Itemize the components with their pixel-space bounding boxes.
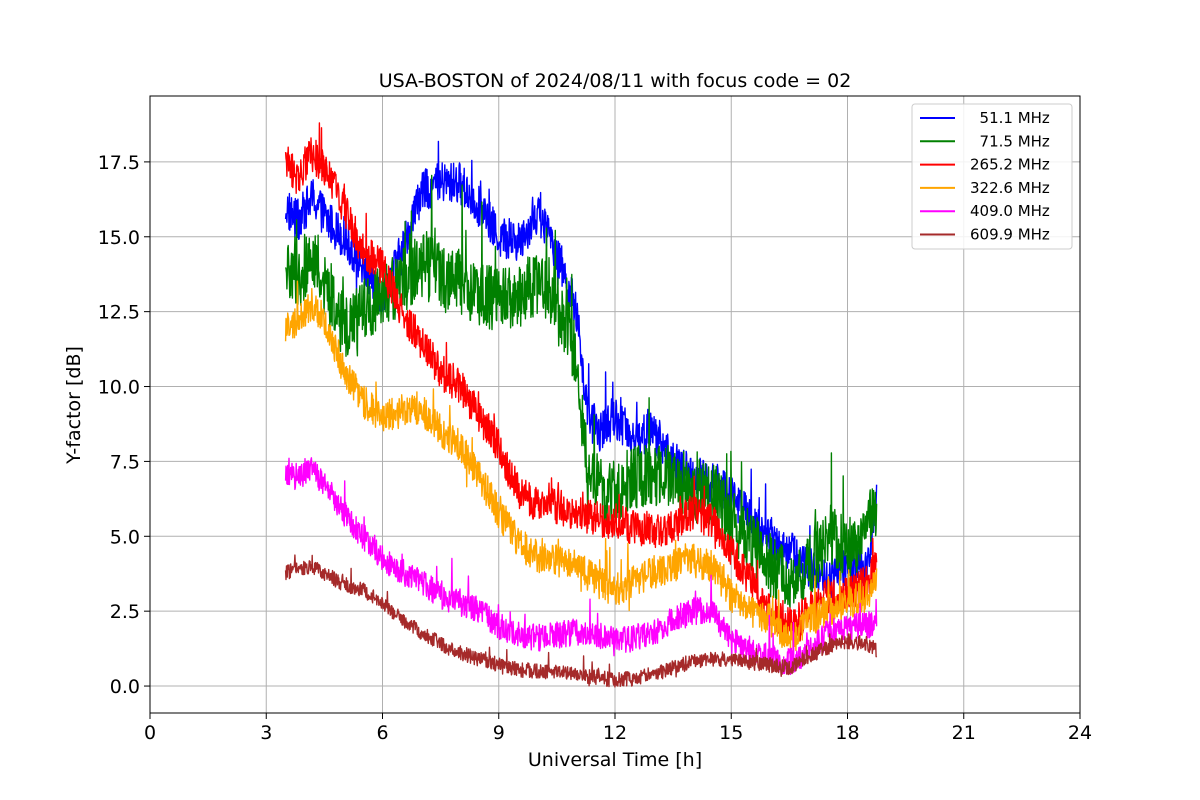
series-line (284, 280, 878, 653)
x-tick-label: 21 (952, 722, 976, 744)
x-tick-label: 24 (1068, 722, 1092, 744)
y-axis: 0.0 2.5 5.0 7.5 10.0 12.5 15.0 17.5 (98, 152, 150, 698)
series-line (284, 457, 878, 676)
y-axis-label: Y-factor [dB] (63, 346, 85, 465)
legend-label: 609.9 MHz (970, 226, 1050, 244)
legend-box (911, 103, 1073, 250)
x-tick-label: 3 (260, 722, 272, 744)
legend-label: 409.0 MHz (970, 202, 1050, 220)
y-tick-label: 5.0 (110, 526, 140, 548)
chart-title: USA-BOSTON of 2024/08/11 with focus code… (379, 70, 852, 92)
y-tick-label: 17.5 (98, 152, 140, 174)
y-tick-label: 15.0 (98, 227, 140, 249)
x-axis-label: Universal Time [h] (528, 749, 702, 771)
legend-label: 322.6 MHz (970, 179, 1050, 197)
x-axis: 0 3 6 9 12 15 18 21 24 (144, 713, 1092, 744)
x-tick-label: 9 (493, 722, 505, 744)
x-tick-label: 6 (376, 722, 388, 744)
y-tick-label: 10.0 (98, 377, 140, 399)
y-tick-label: 2.5 (110, 601, 140, 623)
x-tick-label: 0 (144, 722, 156, 744)
y-tick-label: 0.0 (110, 676, 140, 698)
series-line (284, 554, 878, 688)
legend-label: 265.2 MHz (970, 156, 1050, 174)
legend-label: 71.5 MHz (970, 132, 1050, 150)
legend: 51.1 MHz 71.5 MHz 265.2 MHz 322.6 MHz 409.0… (911, 103, 1073, 250)
y-tick-label: 12.5 (98, 302, 140, 324)
y-tick-label: 7.5 (110, 451, 140, 473)
series-group (284, 122, 878, 688)
series-line (284, 174, 878, 609)
legend-label: 51.1 MHz (970, 109, 1050, 127)
x-tick-label: 12 (603, 722, 627, 744)
x-tick-label: 18 (835, 722, 859, 744)
x-tick-label: 15 (719, 722, 743, 744)
